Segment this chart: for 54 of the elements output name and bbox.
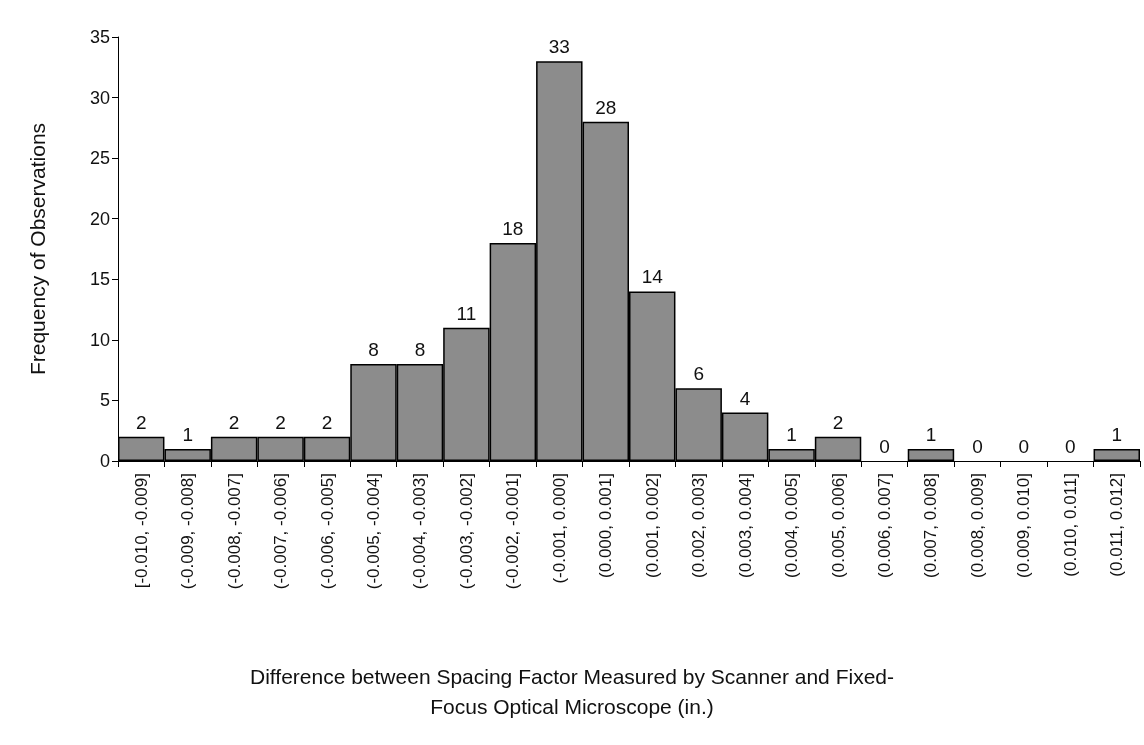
x-tick-label: (-0.005, -0.004] (364, 473, 383, 590)
x-tick-label: (-0.006, -0.005] (317, 473, 337, 590)
x-tick-label: (-0.008, -0.007] (224, 473, 244, 590)
y-tick-label: 30 (89, 87, 110, 108)
x-tick-label: (0.004, 0.005] (782, 473, 802, 578)
data-label: 14 (641, 266, 664, 288)
x-tick-label: (-0.007, -0.006] (271, 473, 291, 590)
data-label: 6 (693, 363, 704, 385)
y-tick-label: 0 (99, 451, 110, 471)
data-label: 4 (739, 387, 751, 409)
data-label: 2 (228, 411, 240, 433)
x-tick-label: (-0.003, -0.002] (456, 473, 476, 590)
x-tick-label: (-0.009, -0.008] (178, 473, 198, 590)
x-tick-label: (-0.004, -0.003] (410, 473, 430, 590)
x-tick-label: (-0.002, -0.001] (503, 473, 523, 590)
data-label: 2 (321, 411, 333, 433)
x-tick-label: (0.001, 0.002] (642, 473, 662, 578)
data-label: 33 (548, 36, 570, 58)
data-label: 8 (368, 339, 379, 361)
data-label: 8 (414, 339, 426, 361)
x-tick-label: (0.011, 0.012] (1107, 473, 1127, 577)
x-tick-label: (0.002, 0.003] (689, 473, 709, 578)
data-label: 1 (1111, 423, 1123, 445)
y-tick-label: 10 (89, 329, 110, 350)
x-tick-label: (0.009, 0.010] (1014, 473, 1034, 578)
data-label: 1 (786, 423, 797, 445)
data-label: 28 (595, 96, 617, 118)
y-tick-label: 15 (89, 269, 110, 290)
data-label: 2 (832, 411, 844, 433)
data-label: 0 (879, 436, 890, 457)
x-tick-label: (0.000, 0.001] (596, 473, 616, 578)
data-label: 1 (182, 423, 193, 445)
x-axis-title: Difference between Spacing Factor Measured by Scanner and Fixed-Focus Optical Microscope (in.) (249, 664, 895, 720)
x-tick-label: (0.010, 0.011] (1060, 473, 1080, 577)
y-tick-label: 35 (89, 27, 110, 47)
x-tick-label: (0.008, 0.009] (967, 473, 987, 578)
data-label: 2 (275, 411, 286, 433)
y-axis-title: Frequency of Observations (26, 122, 49, 376)
x-tick-label: (-0.001, 0.000] (549, 473, 569, 584)
y-tick-label: 25 (89, 148, 110, 169)
x-tick-label: (0.006, 0.007] (875, 473, 894, 578)
data-label: 0 (972, 436, 983, 457)
x-tick-label: (0.007, 0.008] (921, 473, 941, 578)
x-tick-label: (0.003, 0.004] (735, 473, 755, 578)
data-label: 1 (925, 423, 937, 445)
data-label: 0 (1065, 436, 1076, 457)
y-tick-label: 5 (99, 390, 110, 411)
data-label: 11 (456, 302, 477, 324)
data-label: 0 (1018, 436, 1030, 457)
data-label: 18 (502, 217, 524, 239)
x-tick-label: [-0.010, -0.009] (131, 473, 151, 589)
x-tick-label: (0.005, 0.006] (828, 473, 848, 578)
data-label: 2 (135, 411, 147, 433)
y-tick-label: 20 (89, 208, 110, 229)
